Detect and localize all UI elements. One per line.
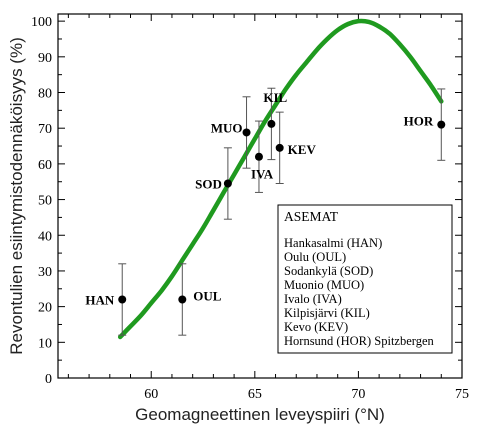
data-point	[178, 295, 187, 304]
station-label: HAN	[85, 292, 115, 307]
station-label: SOD	[195, 177, 222, 192]
y-axis-title: Revontulien esiintymistodennäköisyys (%)	[7, 37, 26, 354]
station-point-muo: MUO	[211, 96, 251, 169]
y-tick-label: 60	[38, 158, 52, 173]
station-point-kil: KIL	[263, 87, 288, 161]
y-tick-label: 100	[31, 15, 52, 30]
station-label: KEV	[288, 142, 317, 157]
x-tick-label: 75	[455, 387, 469, 402]
station-point-hor: HOR	[404, 88, 446, 161]
data-points-layer: HAN OUL SOD MUO IVA KIL KEV HOR	[85, 87, 446, 336]
station-label: MUO	[211, 120, 243, 135]
plot-frame	[57, 13, 463, 379]
station-label: OUL	[193, 288, 222, 303]
y-tick-label: 20	[38, 301, 52, 316]
data-point	[118, 295, 127, 304]
data-point	[267, 119, 276, 128]
legend-item: Sodankylä (SOD)	[284, 264, 373, 278]
y-tick-label: 80	[38, 87, 52, 102]
y-tick-label: 90	[38, 51, 52, 66]
legend-item: Oulu (OUL)	[284, 250, 346, 264]
y-tick-label: 40	[38, 229, 52, 244]
station-point-oul: OUL	[178, 263, 222, 336]
y-tick-label: 30	[38, 265, 52, 280]
legend-item: Ivalo (IVA)	[284, 292, 342, 306]
axis-ticks: 0 10 20 30 40 50 60 70 80 90 100 60 65 70 75	[31, 14, 469, 402]
data-point	[254, 152, 263, 161]
x-tick-label: 60	[144, 387, 158, 402]
y-tick-label: 0	[45, 372, 52, 387]
x-tick-label: 70	[351, 387, 365, 402]
legend-item: Kilpisjärvi (KIL)	[284, 306, 370, 320]
station-label: KIL	[263, 90, 287, 105]
station-point-sod: SOD	[195, 147, 232, 220]
y-tick-label: 10	[38, 336, 52, 351]
station-point-iva: IVA	[251, 120, 274, 193]
station-label: IVA	[251, 167, 274, 182]
y-tick-label: 50	[38, 194, 52, 209]
legend-item: Hankasalmi (HAN)	[284, 236, 382, 250]
station-label: HOR	[404, 114, 434, 129]
x-tick-label: 65	[248, 387, 262, 402]
data-point	[275, 143, 284, 152]
station-point-han: HAN	[85, 263, 127, 336]
legend-box	[277, 204, 453, 354]
legend-title: ASEMAT	[284, 209, 339, 224]
fit-curve-layer	[117, 18, 444, 340]
station-point-kev: KEV	[275, 111, 317, 185]
y-tick-label: 70	[38, 122, 52, 137]
fit-curve	[117, 18, 444, 340]
legend-item: Kevo (KEV)	[284, 320, 348, 334]
legend: ASEMAT Hankasalmi (HAN)Oulu (OUL)Sodankyl…	[277, 204, 453, 354]
legend-item: Muonio (MUO)	[284, 278, 364, 292]
legend-item: Hornsund (HOR) Spitzbergen	[284, 334, 434, 348]
data-point	[242, 128, 251, 137]
x-axis-title: Geomagneettinen leveyspiiri (°N)	[135, 405, 385, 424]
data-point	[437, 120, 446, 129]
data-point	[223, 179, 232, 188]
plot-border	[57, 13, 463, 379]
